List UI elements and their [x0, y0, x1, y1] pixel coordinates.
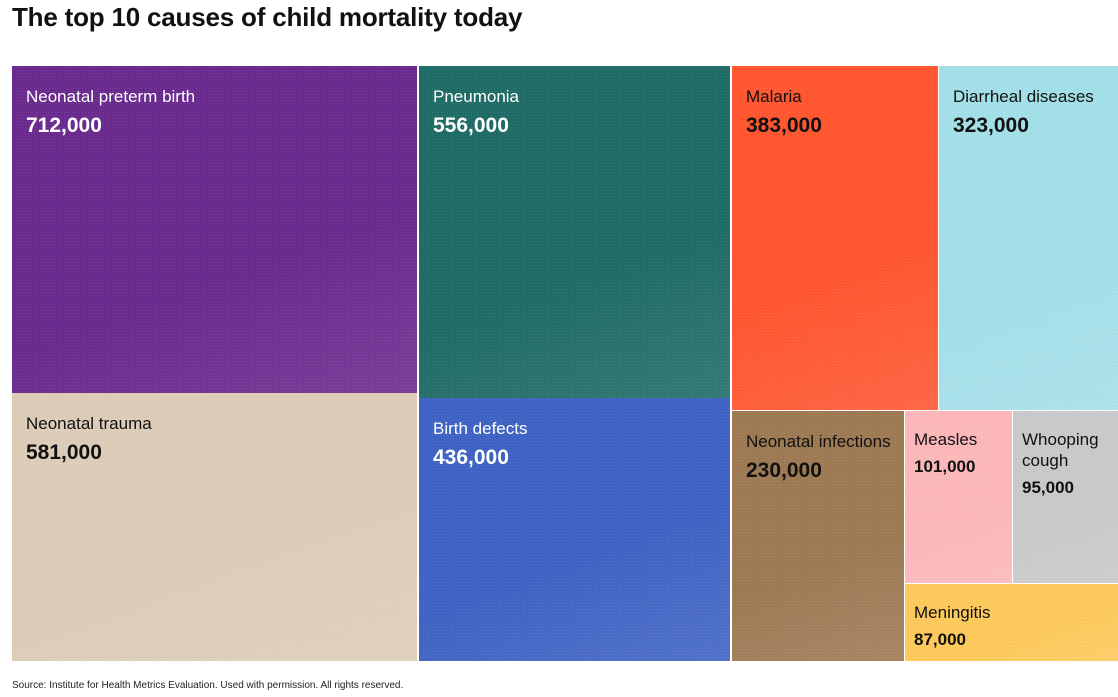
tile-malaria: Malaria 383,000: [732, 66, 938, 410]
tile-label-whooping-cough: Whooping cough 95,000: [1022, 429, 1112, 499]
tile-name: Diarrheal diseases: [953, 87, 1094, 106]
tile-meningitis: Meningitis 87,000: [905, 584, 1118, 661]
tile-birth-defects: Birth defects 436,000: [419, 398, 730, 661]
tile-name: Meningitis: [914, 603, 991, 622]
tile-neonatal-trauma: Neonatal trauma 581,000: [12, 393, 417, 661]
tile-label-neonatal-preterm-birth: Neonatal preterm birth 712,000: [26, 86, 411, 139]
tile-whooping-cough: Whooping cough 95,000: [1013, 411, 1118, 583]
tile-value: 323,000: [953, 114, 1029, 137]
tile-value: 95,000: [1022, 478, 1074, 497]
source-note: Source: Institute for Health Metrics Eva…: [12, 680, 404, 691]
tile-value: 230,000: [746, 459, 822, 482]
tile-value: 101,000: [914, 457, 976, 476]
tile-name: Neonatal trauma: [26, 414, 152, 433]
tile-label-diarrheal-diseases: Diarrheal diseases 323,000: [953, 86, 1112, 139]
tile-value: 383,000: [746, 114, 822, 137]
tile-label-neonatal-infections: Neonatal infections 230,000: [746, 431, 898, 484]
tile-label-birth-defects: Birth defects 436,000: [433, 418, 724, 471]
tile-neonatal-preterm-birth: Neonatal preterm birth 712,000: [12, 66, 417, 393]
tile-measles: Measles 101,000: [905, 411, 1012, 583]
tile-label-meningitis: Meningitis 87,000: [914, 602, 1112, 651]
tile-name: Malaria: [746, 87, 802, 106]
tile-label-malaria: Malaria 383,000: [746, 86, 932, 139]
tile-label-neonatal-trauma: Neonatal trauma 581,000: [26, 413, 411, 466]
tile-name: Pneumonia: [433, 87, 520, 106]
tile-name: Neonatal infections: [746, 432, 891, 451]
tile-neonatal-infections: Neonatal infections 230,000: [732, 411, 904, 661]
tile-name: Birth defects: [433, 419, 528, 438]
tile-name: Measles: [914, 430, 978, 449]
tile-value: 712,000: [26, 114, 102, 137]
tile-diarrheal-diseases: Diarrheal diseases 323,000: [939, 66, 1118, 410]
tile-value: 436,000: [433, 446, 509, 469]
tile-value: 556,000: [433, 114, 509, 137]
tile-label-pneumonia: Pneumonia 556,000: [433, 86, 724, 139]
chart-title: The top 10 causes of child mortality tod…: [12, 2, 523, 32]
tile-label-measles: Measles 101,000: [914, 429, 1006, 478]
tile-value: 87,000: [914, 630, 966, 649]
tile-name: Neonatal preterm birth: [26, 87, 196, 106]
tile-pneumonia: Pneumonia 556,000: [419, 66, 730, 398]
tile-value: 581,000: [26, 441, 102, 464]
tile-name: Whooping cough: [1022, 430, 1099, 470]
